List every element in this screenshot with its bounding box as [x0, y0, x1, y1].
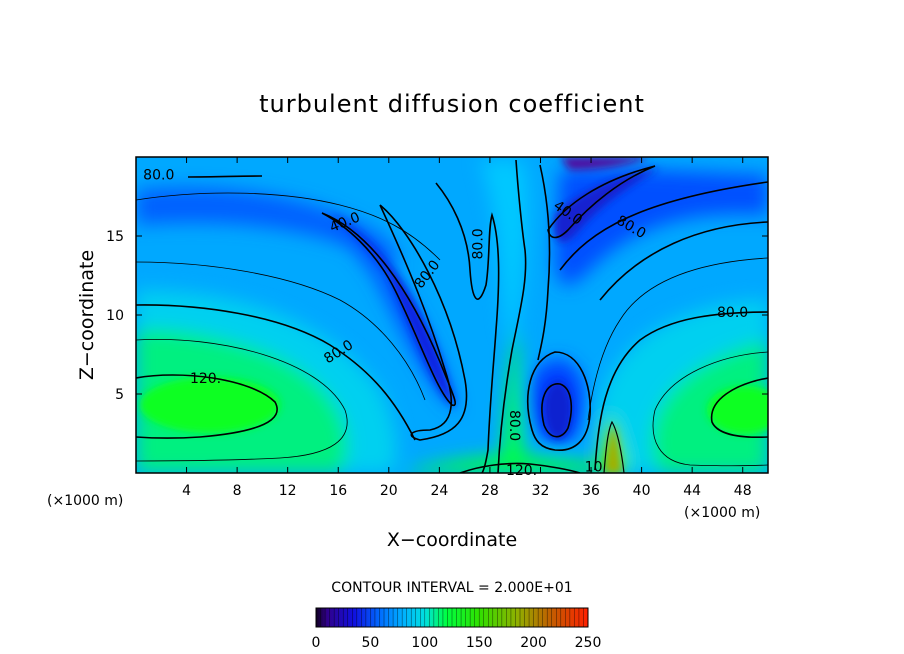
colorbar-tick-label: 100 — [411, 635, 438, 651]
y-tick-label: 15 — [106, 229, 124, 245]
contour-120-left — [136, 374, 278, 439]
green-max-left — [140, 377, 280, 433]
contour-80-right-lower — [594, 311, 768, 471]
plot-area — [136, 157, 768, 473]
colorbar-ticks: 0 50 100 150 200 250 — [312, 635, 602, 651]
x-axis: 4 8 12 16 20 24 28 32 36 40 44 48 — [182, 157, 752, 499]
dark-blue-core-left — [330, 213, 455, 406]
x-tick-label: 4 — [182, 483, 191, 499]
chart-title: turbulent diffusion coefficient — [259, 90, 645, 118]
colorbar-frame — [315, 607, 589, 628]
contour-label: 80.0 — [143, 167, 174, 183]
x-axis-label: X−coordinate — [387, 529, 517, 551]
contour-80-upper-right — [559, 181, 768, 271]
contour-120-right — [710, 377, 768, 439]
cyan-band-left — [136, 290, 397, 473]
x-tick-label: 28 — [481, 483, 499, 499]
contour-label-group: 120. — [506, 463, 537, 479]
colorbar-tick-label: 0 — [312, 635, 321, 651]
x-tick-label: 24 — [430, 483, 448, 499]
field-cores — [140, 157, 768, 473]
contour-40-upper-right — [547, 165, 656, 239]
olive-plume — [605, 425, 622, 473]
contour-label-group: 80.0 — [717, 305, 748, 321]
x-tick-label: 8 — [233, 483, 242, 499]
x-tick-label: 20 — [380, 483, 398, 499]
y-tick-label: 10 — [106, 308, 124, 324]
contour-thin-left-mid — [136, 261, 426, 401]
blue-tongue-left — [330, 215, 457, 411]
purple-top — [560, 157, 650, 170]
cyan-column-center — [480, 160, 528, 338]
y-axis-label: Z−coordinate — [76, 250, 98, 380]
x-tick-label: 40 — [633, 483, 651, 499]
dark-blue-core-right — [554, 168, 660, 243]
contour-80-center-right — [497, 159, 527, 473]
x-tick-label: 12 — [279, 483, 297, 499]
contour-label-group: 10 — [585, 460, 603, 476]
y-axis-unit: (×1000 m) — [47, 493, 123, 509]
contour-label: 80.0 — [717, 305, 748, 321]
contour-80-right — [599, 221, 768, 301]
dark-blue-blob-core — [543, 381, 572, 440]
x-tick-label: 16 — [329, 483, 347, 499]
contour-80-center-left — [435, 182, 500, 473]
colorbar-tick-label: 250 — [575, 635, 602, 651]
contour-thin-left-outer — [136, 339, 348, 462]
colorbar-tick-label: 150 — [466, 635, 493, 651]
contour-40-blob — [541, 383, 573, 438]
colorbar: 0 50 100 150 200 250 — [312, 607, 602, 651]
contour-label: 120. — [190, 371, 221, 387]
contour-center-right-column — [537, 164, 551, 361]
contour-label-group: 80.0 — [143, 167, 174, 183]
contour-label: 10 — [585, 460, 603, 476]
colorbar-tick-label: 200 — [520, 635, 547, 651]
x-tick-label: 44 — [683, 483, 701, 499]
contour-label: 80.0 — [470, 228, 486, 259]
green-column — [500, 320, 525, 473]
contour-lines — [136, 159, 768, 473]
contour-120-ground — [459, 462, 581, 473]
y-axis: 5 10 15 — [106, 229, 768, 403]
x-tick-label: 32 — [532, 483, 550, 499]
contour-thin-right-upper — [587, 257, 768, 421]
blue-band-upper-left — [136, 187, 399, 264]
contour-interval-note: CONTOUR INTERVAL = 2.000E+01 — [331, 580, 572, 596]
colorbar-stripes — [320, 608, 584, 627]
green-max-right — [707, 386, 768, 434]
contour-label-group: 80.0 — [506, 410, 522, 441]
x-tick-label: 48 — [734, 483, 752, 499]
cyan-band-right — [595, 300, 768, 473]
contour-thin-upper-left — [136, 192, 441, 261]
contour-40-left — [321, 212, 456, 407]
x-axis-unit: (×1000 m) — [684, 505, 760, 521]
contour-label-group: 80.0 — [470, 228, 486, 259]
contour-plume-right — [603, 420, 625, 473]
contour-thin-right — [652, 351, 768, 467]
colorbar-tick-label: 50 — [361, 635, 379, 651]
y-tick-label: 5 — [115, 387, 124, 403]
contour-80-band-left — [136, 304, 416, 441]
contour-80-upper-left — [187, 175, 263, 178]
contour-label-group: 120. — [190, 371, 221, 387]
contour-label: 80.0 — [506, 410, 522, 441]
contour-label: 120. — [506, 463, 537, 479]
x-tick-label: 36 — [582, 483, 600, 499]
